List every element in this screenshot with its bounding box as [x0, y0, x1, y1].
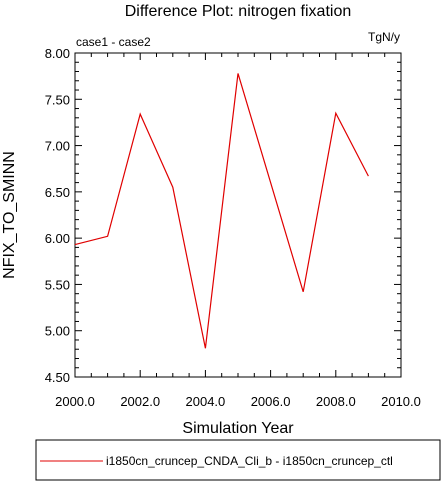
y-tick-label: 8.00: [45, 46, 70, 61]
legend-label: i1850cn_cruncep_CNDA_Cli_b - i1850cn_cru…: [106, 454, 393, 468]
series-line: [74, 73, 369, 349]
y-tick-label: 4.50: [45, 370, 70, 385]
x-tick-label: 2000.0: [55, 394, 95, 409]
x-tick-label: 2006.0: [251, 394, 291, 409]
y-tick-label: 5.00: [45, 324, 70, 339]
axis-tick-labels: 2000.0 2002.0 2004.0 2006.0 2008.0 2010.0 4.50…: [45, 46, 421, 409]
x-tick-label: 2002.0: [120, 394, 160, 409]
chart-title: Difference Plot: nitrogen fixation: [125, 3, 352, 20]
series-group: [74, 73, 369, 349]
y-tick-label: 7.50: [45, 92, 70, 107]
x-axis-label: Simulation Year: [182, 420, 294, 437]
y-tick-label: 6.00: [45, 231, 70, 246]
chart-subtitle-right: TgN/y: [368, 30, 400, 44]
x-tick-label: 2010.0: [381, 394, 421, 409]
x-tick-label: 2004.0: [186, 394, 226, 409]
axis-ticks: [74, 52, 402, 378]
y-tick-label: 5.50: [45, 277, 70, 292]
y-tick-label: 6.50: [45, 185, 70, 200]
plot-frame: [74, 52, 402, 378]
legend-box: [35, 439, 441, 481]
y-tick-label: 7.00: [45, 139, 70, 154]
chart-subtitle-left: case1 - case2: [76, 35, 151, 49]
y-axis-label: NFIX_TO_SMINN: [1, 151, 18, 279]
x-tick-label: 2008.0: [316, 394, 356, 409]
